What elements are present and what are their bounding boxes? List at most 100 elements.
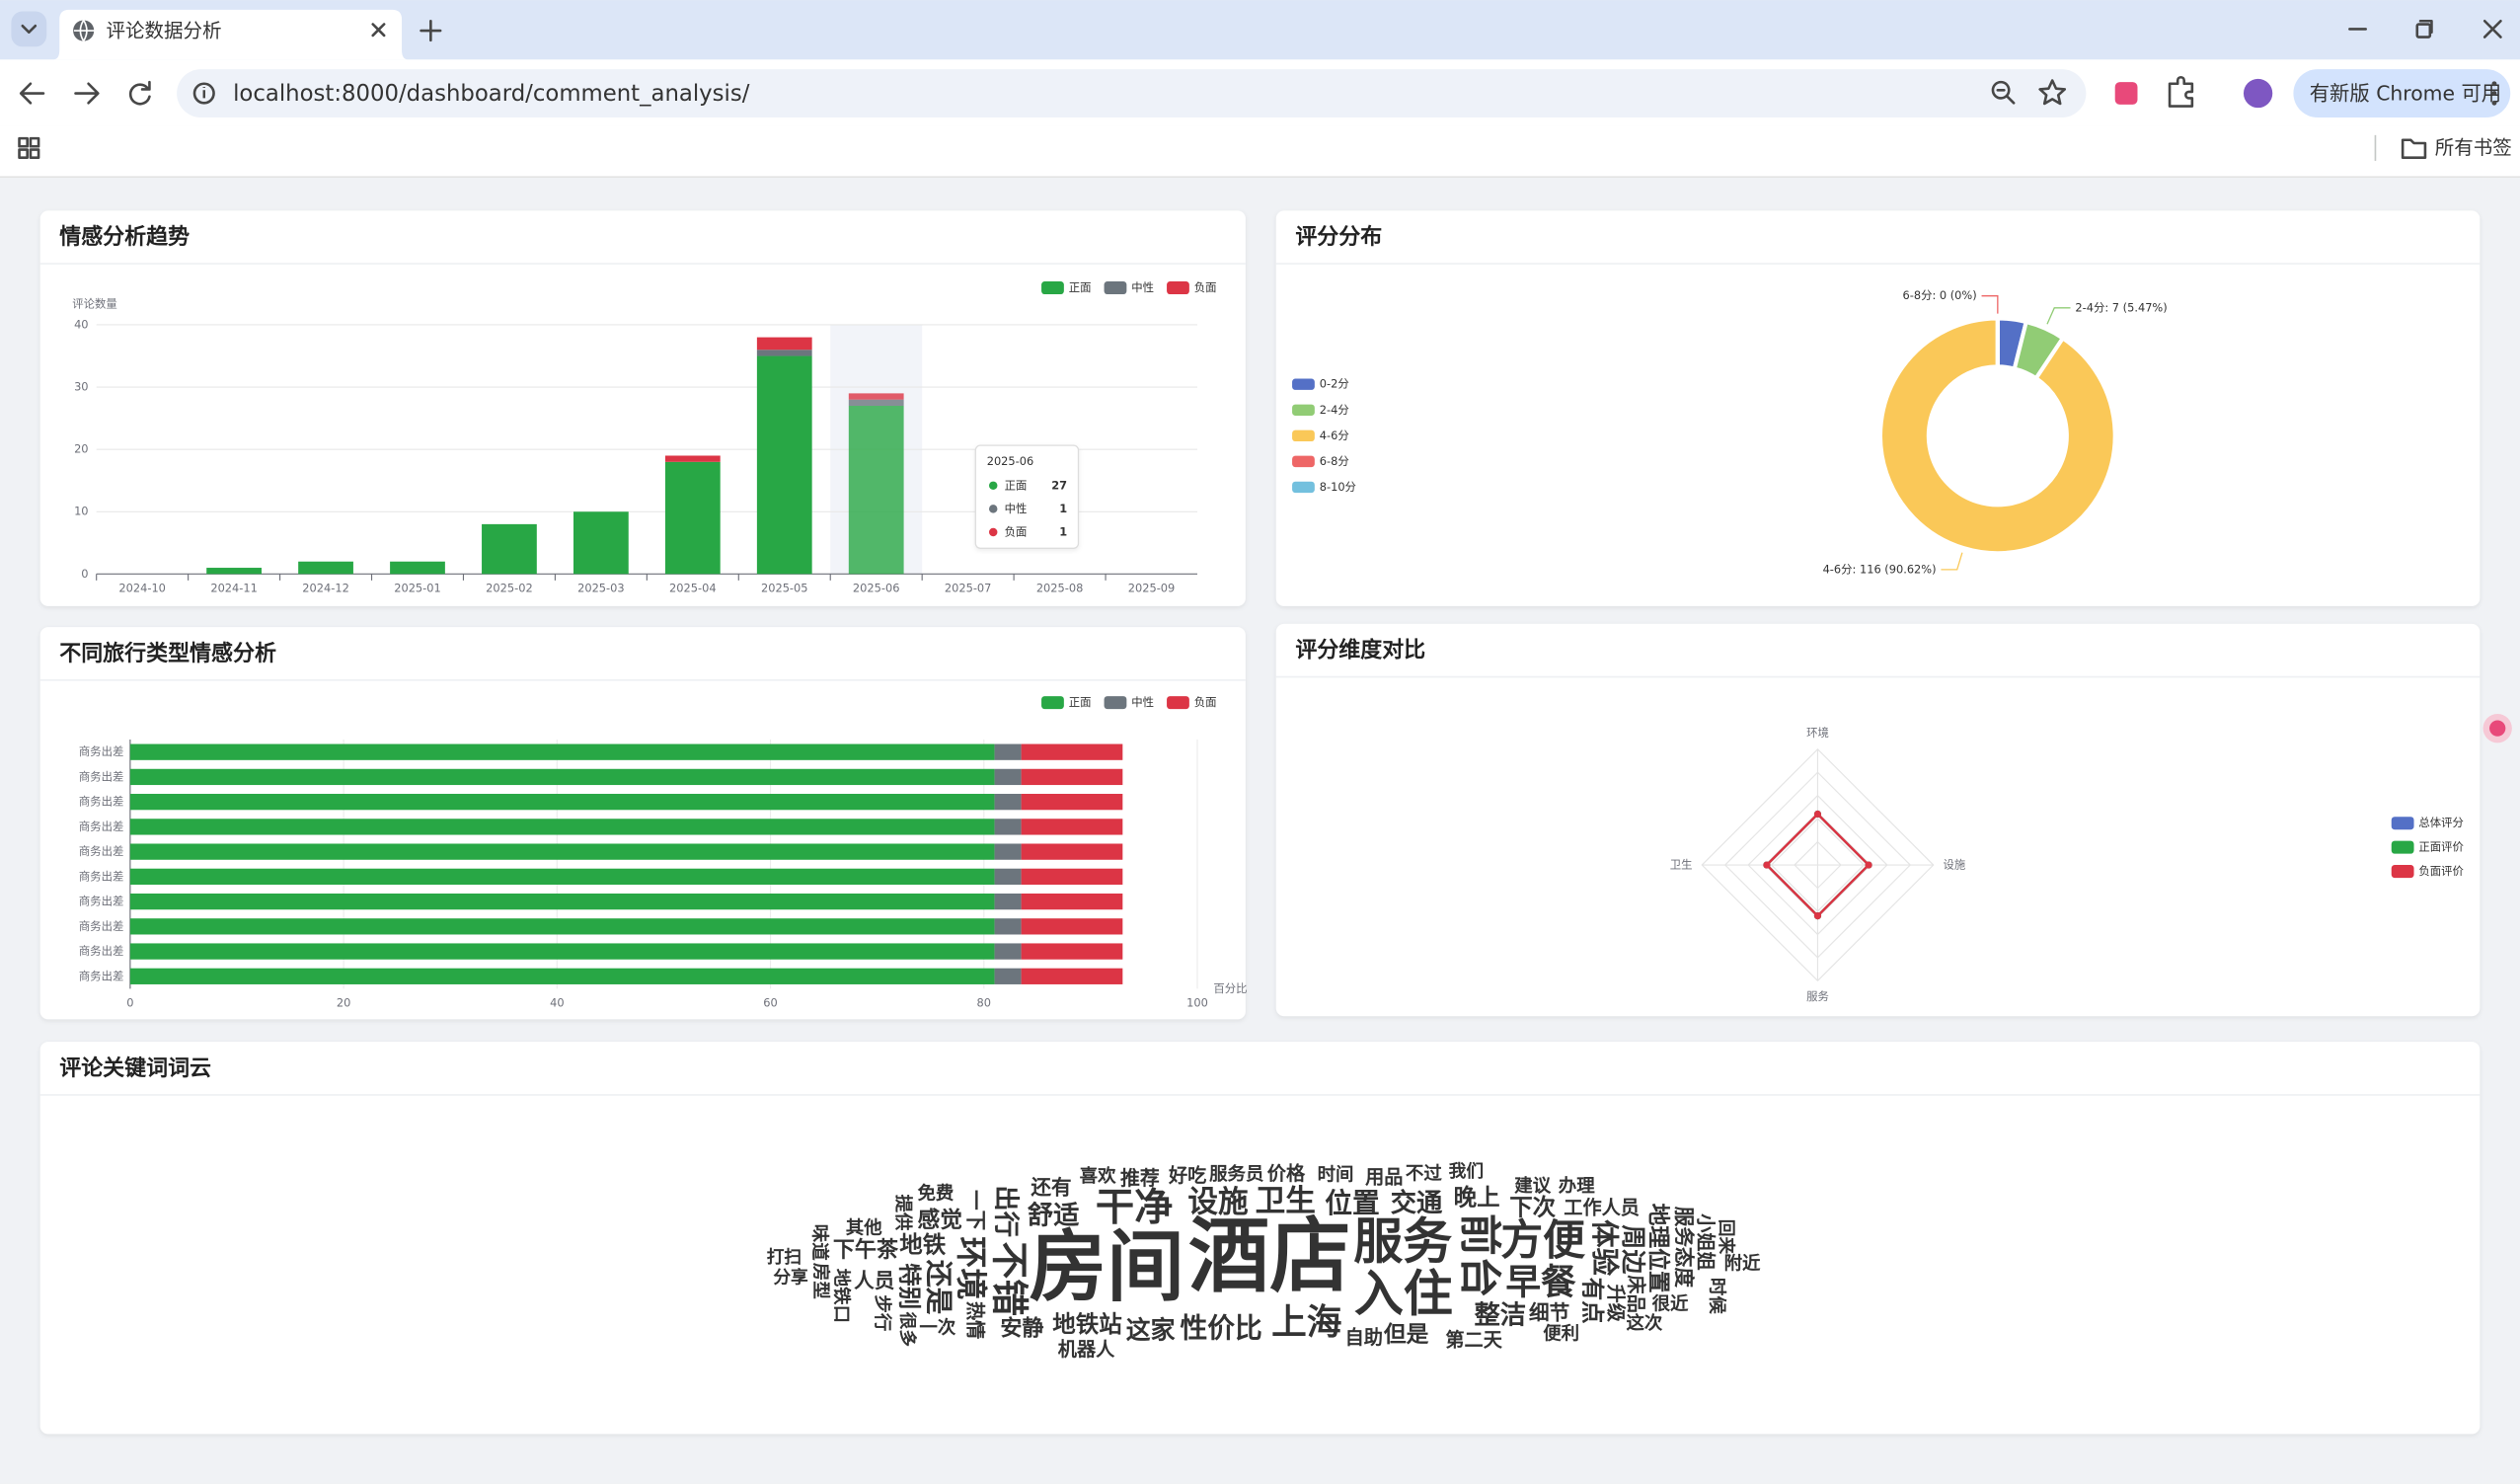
legend-label: 负面评价: [2418, 864, 2464, 878]
zoom[interactable]: [1991, 80, 2016, 105]
y-tick-label: 40: [74, 317, 88, 331]
bar: [129, 843, 995, 860]
update-chip[interactable]: [2293, 69, 2511, 117]
bookmark-star[interactable]: [2038, 79, 2067, 106]
tooltip-value: 1: [1059, 502, 1067, 515]
tooltip-dot: [988, 505, 998, 513]
cloud-word: 自助: [1345, 1326, 1383, 1349]
cloud-word: 其他: [846, 1217, 882, 1239]
cloud-word: 设施: [1187, 1185, 1249, 1219]
restore[interactable]: [2415, 19, 2433, 39]
bar: [994, 893, 1022, 910]
panel-title: 情感分析趋势: [59, 224, 190, 250]
extension[interactable]: [2114, 82, 2138, 105]
cloud-word: 服务: [1353, 1213, 1452, 1271]
panel-title: 不同旅行类型情感分析: [59, 641, 276, 666]
active-tab[interactable]: [52, 9, 409, 60]
cloud-word: 位置: [1325, 1187, 1380, 1219]
bar: [129, 943, 995, 960]
cloud-word: 办理: [1559, 1175, 1595, 1197]
bar: [1021, 943, 1123, 960]
bar: [1021, 743, 1123, 760]
favicon: [73, 20, 96, 42]
legend-label: 2-4分: [1320, 403, 1349, 417]
profile[interactable]: [2243, 78, 2273, 109]
all-bookmarks[interactable]: 所有书签: [2435, 136, 2512, 159]
back[interactable]: [19, 82, 45, 105]
cloud-word: 一下: [963, 1190, 987, 1230]
y-tick-label: 商务出差: [79, 869, 124, 883]
radar-indicator: 卫生: [1670, 858, 1693, 872]
cloud-word: 还有: [1030, 1176, 1071, 1200]
tab-search[interactable]: [11, 11, 47, 47]
cloud-word: 特别: [895, 1263, 923, 1309]
y-tick-label: 商务出差: [79, 969, 124, 982]
bar: [1021, 893, 1123, 910]
bar: [994, 768, 1022, 786]
site-info[interactable]: [192, 82, 215, 105]
cloud-word: 升级: [1604, 1285, 1627, 1323]
bar: [664, 455, 721, 462]
cloud-word: 下午茶: [833, 1237, 899, 1263]
tooltip-title: 2025-06: [987, 454, 1034, 468]
bar: [994, 819, 1022, 835]
cloud-word: 好吃: [1168, 1164, 1206, 1187]
cloud-word: 打扫: [767, 1246, 802, 1268]
radar-indicator: 环境: [1806, 726, 1829, 740]
legend-label: 正面: [1069, 695, 1092, 709]
cloud-word: 还是: [922, 1260, 955, 1315]
tooltip-dot: [988, 527, 998, 537]
bar: [848, 393, 904, 400]
cloud-word: 回来: [1716, 1219, 1736, 1255]
y-tick-label: 商务出差: [79, 744, 124, 758]
cloud-word: 下次: [1509, 1194, 1556, 1221]
menu[interactable]: [2491, 81, 2497, 106]
new-tab[interactable]: [420, 19, 442, 42]
legend-label: 正面: [1069, 280, 1092, 294]
legend-label: 中性: [1131, 695, 1154, 709]
radar-point: [1865, 861, 1872, 869]
cloud-word: 地铁口: [830, 1269, 852, 1323]
side-float[interactable]: [2482, 714, 2512, 743]
panel: [39, 1042, 2481, 1435]
cloud-word: 便利: [1543, 1323, 1579, 1345]
legend-swatch: [1104, 281, 1127, 295]
x-tick-label: 2025-02: [486, 582, 533, 595]
donut-slice: [1877, 316, 2117, 556]
bar: [129, 768, 995, 786]
cloud-word: 出行: [991, 1185, 1022, 1237]
forward[interactable]: [74, 82, 100, 105]
apps[interactable]: [18, 136, 40, 159]
cloud-word: 很多: [896, 1312, 918, 1348]
cloud-word: 提供: [892, 1195, 914, 1231]
slice-label: 2-4分: 7 (5.47%): [2075, 300, 2167, 314]
reload[interactable]: [128, 80, 151, 106]
tab-title: 评论数据分析: [106, 19, 221, 41]
x-tick-label: 2025-09: [1128, 582, 1176, 595]
bar: [848, 406, 904, 575]
bar: [129, 868, 995, 886]
legend-swatch: [2391, 865, 2414, 879]
tab-close[interactable]: [371, 23, 386, 38]
legend-swatch: [1292, 430, 1315, 442]
cloud-word: 味道: [809, 1224, 831, 1261]
bar: [994, 843, 1022, 860]
slice-label: 4-6分: 116 (90.62%): [1823, 562, 1937, 576]
cloud-word: 体验: [1588, 1219, 1621, 1276]
bar: [129, 743, 995, 760]
cloud-word: 很近: [1652, 1292, 1689, 1314]
bar: [994, 868, 1022, 886]
bar: [994, 943, 1022, 960]
address-bar[interactable]: [177, 69, 2087, 117]
bar: [756, 355, 812, 575]
extensions[interactable]: [2168, 76, 2194, 108]
x-tick-label: 2025-04: [669, 582, 717, 595]
legend-label: 8-10分: [1320, 480, 1356, 494]
close-window[interactable]: [2482, 19, 2502, 39]
panel-title: 评分分布: [1295, 224, 1382, 250]
bar: [1021, 819, 1123, 835]
cloud-word: 有点: [1579, 1278, 1607, 1324]
cloud-word: 性价比: [1181, 1311, 1262, 1344]
y-tick-label: 10: [74, 505, 88, 518]
